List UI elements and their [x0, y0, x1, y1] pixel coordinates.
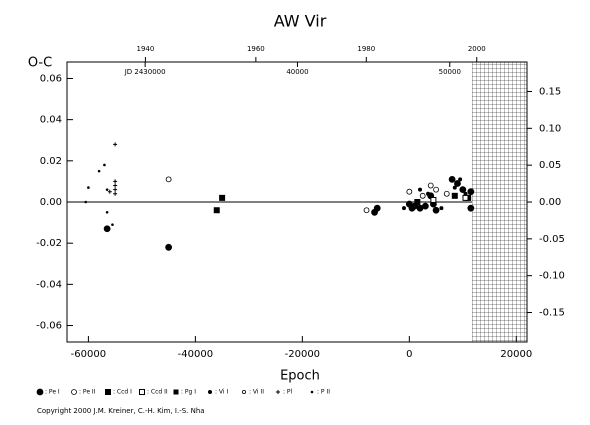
x-tick-label: -60000	[71, 349, 106, 360]
legend-label: : Pe I	[45, 389, 60, 396]
y-tick-label: -0.02	[36, 238, 62, 249]
year-tick-label: 1960	[247, 45, 265, 53]
point	[454, 180, 461, 187]
point	[113, 179, 118, 184]
point	[103, 225, 111, 233]
y2-tick-label: -0.15	[539, 308, 565, 319]
point	[111, 223, 114, 226]
point	[107, 189, 112, 194]
chart-title: AW Vir	[274, 12, 327, 31]
legend-marker	[139, 389, 145, 395]
jd-tick-label: JD 2430000	[124, 68, 166, 76]
copyright: Copyright 2000 J.M. Kreiner, C.-H. Kim, …	[37, 407, 205, 415]
point	[406, 188, 413, 195]
year-tick-label: 1980	[357, 45, 375, 53]
point	[443, 190, 450, 197]
point	[462, 194, 469, 201]
y-tick-label: -0.04	[36, 279, 62, 290]
point	[219, 194, 226, 201]
point	[113, 183, 118, 188]
y2-tick-label: 0.10	[539, 123, 561, 134]
point	[97, 169, 101, 173]
point	[105, 188, 109, 191]
legend-label: : P II	[317, 389, 330, 396]
legend-marker	[173, 389, 179, 395]
point	[421, 202, 429, 210]
x-tick-label: 20000	[500, 349, 532, 360]
year-tick-label: 1940	[137, 45, 155, 53]
y2-tick-label: -0.10	[539, 271, 565, 282]
point	[165, 243, 173, 251]
legend-marker	[105, 389, 111, 395]
y2-tick-label: 0.00	[539, 197, 561, 208]
point	[84, 200, 88, 204]
point	[113, 142, 118, 147]
legend-label: : Pe II	[79, 389, 96, 396]
point	[419, 192, 426, 199]
point	[463, 191, 468, 196]
future-region	[472, 62, 527, 342]
point	[433, 186, 439, 193]
y-tick-label: -0.06	[36, 321, 62, 332]
legend-marker	[310, 390, 314, 394]
point	[401, 206, 406, 211]
point	[439, 206, 444, 211]
y2-tick-label: -0.05	[539, 234, 565, 245]
legend-label: : Pl	[283, 389, 293, 396]
point	[467, 204, 475, 212]
point	[414, 199, 421, 205]
x-tick-label: -40000	[178, 349, 213, 360]
jd-tick-label: 50000	[439, 68, 461, 76]
point	[105, 210, 109, 214]
point	[165, 176, 172, 183]
point	[452, 185, 457, 190]
x-tick-label: 0	[406, 349, 412, 360]
point	[432, 206, 440, 214]
y-tick-label: 0.00	[40, 197, 62, 208]
point	[451, 192, 458, 199]
legend-marker	[241, 389, 246, 394]
x-tick-label: -20000	[285, 349, 320, 360]
point	[430, 196, 437, 203]
jd-tick-label: 40000	[286, 68, 308, 76]
legend-marker	[36, 388, 44, 396]
point	[87, 186, 90, 189]
y2-tick-label: 0.05	[539, 160, 561, 171]
point	[373, 204, 381, 212]
legend-label: : Pg I	[181, 389, 196, 396]
point	[113, 187, 118, 192]
legend-label: : Vi II	[249, 389, 264, 396]
x-axis-label: Epoch	[280, 369, 320, 384]
legend-label: : Ccd II	[147, 389, 168, 396]
point	[448, 175, 456, 183]
legend-marker	[207, 389, 212, 394]
point	[459, 186, 467, 194]
point	[458, 177, 463, 182]
point	[103, 163, 106, 167]
legend-label: : Vi I	[215, 389, 228, 396]
point	[113, 191, 118, 196]
legend-marker	[276, 390, 280, 394]
point	[467, 188, 475, 196]
point	[363, 207, 370, 214]
y-axis-label: O-C	[28, 56, 52, 71]
y-tick-label: 0.04	[40, 115, 62, 126]
y-tick-label: 0.06	[40, 73, 62, 84]
year-tick-label: 2000	[468, 45, 486, 53]
y-tick-label: 0.02	[40, 156, 62, 167]
legend-marker	[71, 389, 77, 395]
y2-tick-label: 0.15	[539, 86, 561, 97]
legend-label: : Ccd I	[113, 389, 132, 396]
point	[418, 187, 423, 192]
point	[426, 191, 431, 196]
point	[213, 207, 220, 214]
point	[427, 182, 434, 189]
